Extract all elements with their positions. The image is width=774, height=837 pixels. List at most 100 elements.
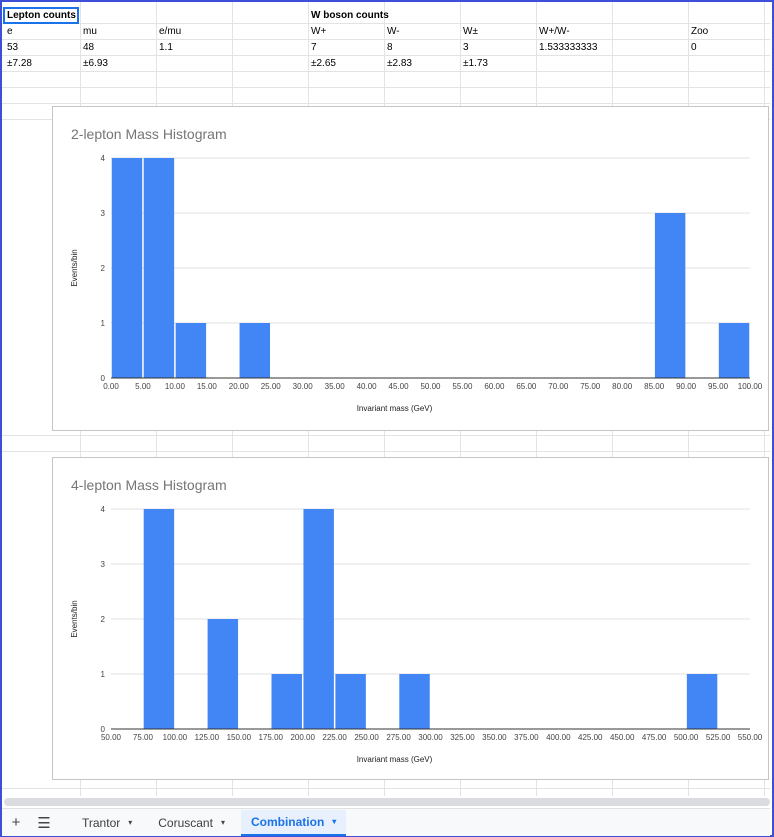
histogram-bar xyxy=(271,674,302,729)
x-tick-label: 35.00 xyxy=(325,382,346,391)
chart-title: 4-lepton Mass Histogram xyxy=(71,477,227,493)
histogram-bar xyxy=(143,509,175,729)
x-tick-label: 40.00 xyxy=(357,382,378,391)
histogram-bar xyxy=(111,158,143,378)
tab-label: Combination xyxy=(250,814,325,829)
cell-e-error[interactable]: ±7.28 xyxy=(7,58,32,69)
x-axis-label: Invariant mass (GeV) xyxy=(357,755,433,764)
histogram-bar xyxy=(654,213,686,378)
x-tick-label: 50.00 xyxy=(101,733,122,742)
histogram-bar xyxy=(143,158,175,378)
tab-label: Trantor xyxy=(82,815,121,830)
cell-mu-count[interactable]: 48 xyxy=(83,42,95,53)
x-tick-label: 200.00 xyxy=(290,733,315,742)
chart-2-lepton-histogram[interactable]: 2-lepton Mass Histogram 0 1 2 3 4 0.00 5.00 10.0… xyxy=(52,106,769,431)
x-tick-label: 475.00 xyxy=(642,733,667,742)
y-tick-label: 3 xyxy=(101,560,106,569)
chart-title: 2-lepton Mass Histogram xyxy=(71,126,227,142)
x-tick-label: 85.00 xyxy=(644,382,665,391)
cell-wplus-label[interactable]: W+ xyxy=(311,26,327,37)
tab-label: Coruscant xyxy=(158,815,213,830)
x-tick-label: 25.00 xyxy=(261,382,282,391)
grid-line xyxy=(2,23,770,24)
grid-line xyxy=(2,435,770,436)
cell-w-boson-counts-header[interactable]: W boson counts xyxy=(311,10,389,21)
x-tick-label: 10.00 xyxy=(165,382,186,391)
cell-wratio-value[interactable]: 1.533333333 xyxy=(539,42,598,53)
x-tick-label: 60.00 xyxy=(484,382,505,391)
cell-wplus-error[interactable]: ±2.65 xyxy=(311,58,336,69)
y-axis-label: Events/bin xyxy=(70,600,79,637)
histogram-bar xyxy=(335,674,366,729)
tab-coruscant[interactable]: Coruscant ▾ xyxy=(148,810,235,836)
y-tick-label: 2 xyxy=(101,264,106,273)
cell-emu-label[interactable]: e/mu xyxy=(159,26,182,37)
y-tick-label: 0 xyxy=(101,374,106,383)
histogram-bar xyxy=(239,323,270,378)
histogram-bar xyxy=(207,619,239,729)
horizontal-scrollbar[interactable] xyxy=(4,798,770,806)
y-tick-label: 3 xyxy=(101,209,106,218)
x-tick-label: 425.00 xyxy=(578,733,603,742)
x-tick-label: 525.00 xyxy=(706,733,731,742)
grid-line xyxy=(2,451,770,452)
histogram-bar xyxy=(303,509,334,729)
cell-mu-label[interactable]: mu xyxy=(83,26,97,37)
x-tick-label: 100.00 xyxy=(738,382,763,391)
x-tick-label: 125.00 xyxy=(195,733,220,742)
x-tick-label: 375.00 xyxy=(514,733,539,742)
x-tick-label: 70.00 xyxy=(548,382,569,391)
tab-combination[interactable]: Combination ▾ xyxy=(240,809,347,836)
cell-wpm-count[interactable]: 3 xyxy=(463,42,469,53)
x-axis-label: Invariant mass (GeV) xyxy=(357,404,433,413)
cell-wratio-label[interactable]: W+/W- xyxy=(539,26,570,37)
cell-e-label[interactable]: e xyxy=(7,26,13,37)
list-icon[interactable]: ☰ xyxy=(37,814,51,832)
grid-line xyxy=(2,71,770,72)
grid-line xyxy=(2,103,770,104)
cell-wminus-count[interactable]: 8 xyxy=(387,42,393,53)
y-tick-label: 4 xyxy=(101,505,106,514)
cell-wplus-count[interactable]: 7 xyxy=(311,42,317,53)
grid-line xyxy=(2,39,770,40)
cell-wpm-label[interactable]: W± xyxy=(463,26,478,37)
cell-zoo-count[interactable]: 0 xyxy=(691,42,697,53)
x-tick-label: 225.00 xyxy=(322,733,347,742)
chevron-down-icon: ▾ xyxy=(128,818,133,827)
x-tick-label: 400.00 xyxy=(546,733,571,742)
cell-wpm-error[interactable]: ±1.73 xyxy=(463,58,488,69)
x-tick-label: 5.00 xyxy=(135,382,151,391)
x-tick-label: 450.00 xyxy=(610,733,635,742)
plus-icon[interactable]: + xyxy=(11,814,21,831)
cell-zoo-label[interactable]: Zoo xyxy=(691,26,709,37)
x-tick-label: 275.00 xyxy=(386,733,411,742)
x-tick-label: 65.00 xyxy=(516,382,537,391)
cell-wminus-label[interactable]: W- xyxy=(387,26,400,37)
x-tick-label: 20.00 xyxy=(229,382,250,391)
cell-wminus-error[interactable]: ±2.83 xyxy=(387,58,412,69)
x-tick-label: 0.00 xyxy=(103,382,119,391)
grid-line xyxy=(2,87,770,88)
x-tick-label: 90.00 xyxy=(676,382,697,391)
x-tick-label: 175.00 xyxy=(259,733,284,742)
x-tick-label: 75.00 xyxy=(580,382,601,391)
histogram-bar xyxy=(399,674,430,729)
chevron-down-icon: ▾ xyxy=(220,818,225,827)
cell-mu-error[interactable]: ±6.93 xyxy=(83,58,108,69)
grid-line xyxy=(2,55,770,56)
tab-trantor[interactable]: Trantor ▾ xyxy=(72,810,142,836)
cell-lepton-counts-header[interactable]: Lepton counts xyxy=(7,10,76,21)
chevron-down-icon: ▾ xyxy=(332,817,337,826)
cell-emu-ratio[interactable]: 1.1 xyxy=(159,42,173,53)
y-tick-label: 1 xyxy=(101,319,106,328)
chart-4-lepton-histogram[interactable]: 4-lepton Mass Histogram 0 1 2 3 4 50.00 75.00 10… xyxy=(52,457,769,780)
spreadsheet-grid[interactable]: Lepton counts W boson counts e mu e/mu W… xyxy=(2,2,770,796)
x-tick-label: 350.00 xyxy=(482,733,507,742)
cell-e-count[interactable]: 53 xyxy=(7,42,19,53)
y-tick-label: 1 xyxy=(101,670,106,679)
x-tick-label: 75.00 xyxy=(133,733,154,742)
y-tick-label: 0 xyxy=(101,725,106,734)
sheet-tab-bar: + ☰ Trantor ▾ Coruscant ▾ Combination ▾ xyxy=(2,808,770,836)
